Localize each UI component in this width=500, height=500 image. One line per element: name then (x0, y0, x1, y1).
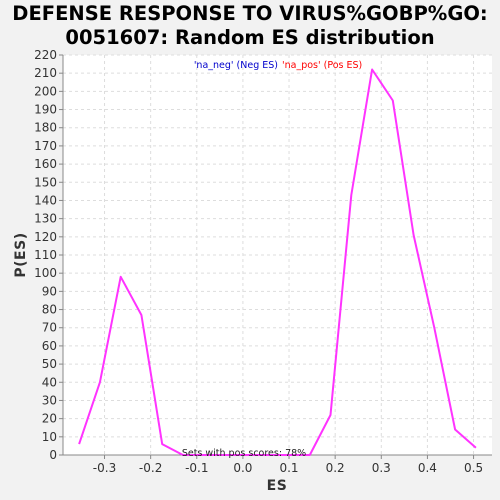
y-tick-label: 30 (42, 393, 57, 407)
y-tick-label: 60 (42, 339, 57, 353)
x-tick-label: 0.5 (464, 461, 483, 475)
x-tick-label: 0.2 (326, 461, 345, 475)
y-tick-label: 110 (34, 248, 57, 262)
y-tick-label: 90 (42, 284, 57, 298)
y-tick-label: 220 (34, 48, 57, 62)
x-tick-label: 0.0 (233, 461, 252, 475)
y-tick-label: 160 (34, 157, 57, 171)
y-tick-label: 70 (42, 321, 57, 335)
y-tick-label: 50 (42, 357, 57, 371)
legend-neg-label: 'na_neg' (Neg ES) (194, 60, 278, 71)
y-tick-label: 210 (34, 66, 57, 80)
y-tick-label: 200 (34, 84, 57, 98)
y-axis-ticks: 0 10 20 30 40 50 60 70 80 90 100 110 120 130 140 150 160… (34, 48, 63, 462)
x-tick-label: -0.3 (93, 461, 116, 475)
y-tick-label: 40 (42, 375, 57, 389)
y-axis-label: P(ES) (13, 232, 29, 277)
legend-pos-label: 'na_pos' (Pos ES) (282, 60, 362, 71)
x-tick-label: 0.3 (372, 461, 391, 475)
y-tick-label: 130 (34, 212, 57, 226)
y-tick-label: 180 (34, 121, 57, 135)
x-tick-label: -0.1 (185, 461, 208, 475)
y-tick-label: 80 (42, 303, 57, 317)
x-tick-label: 0.1 (279, 461, 298, 475)
y-tick-label: 190 (34, 103, 57, 117)
y-tick-label: 170 (34, 139, 57, 153)
x-tick-label: 0.4 (418, 461, 437, 475)
y-tick-label: 10 (42, 430, 57, 444)
x-axis-label: ES (267, 478, 288, 494)
x-tick-label: -0.2 (139, 461, 162, 475)
y-tick-label: 20 (42, 412, 57, 426)
y-tick-label: 150 (34, 175, 57, 189)
y-tick-label: 100 (34, 266, 57, 280)
pos-scores-annotation: Sets with pos scores: 78% (182, 448, 306, 459)
y-tick-label: 140 (34, 193, 57, 207)
y-tick-label: 120 (34, 230, 57, 244)
y-tick-label: 0 (49, 448, 57, 462)
